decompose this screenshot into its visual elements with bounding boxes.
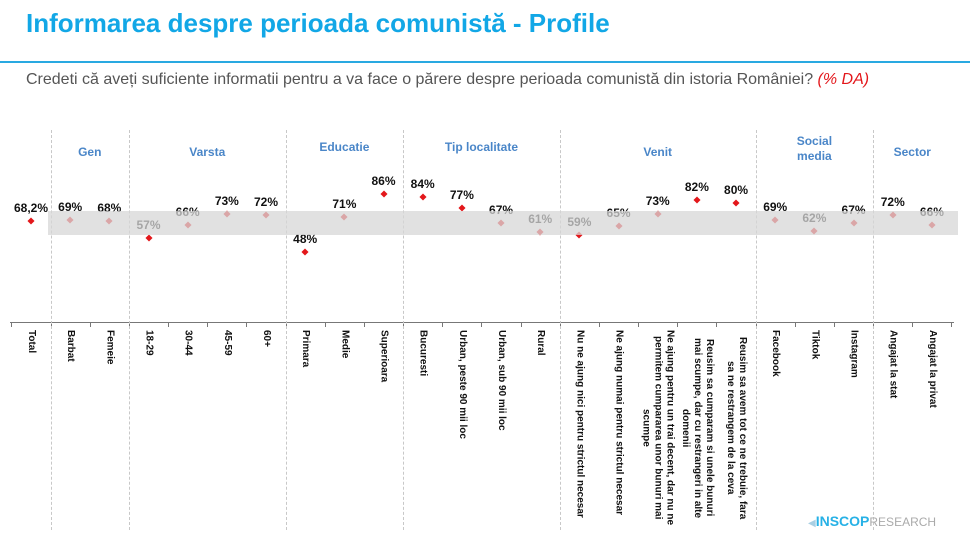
- data-point: [301, 248, 309, 256]
- axis-tick: [11, 322, 13, 327]
- axis-tick: [912, 322, 914, 327]
- category-label: Facebook: [770, 330, 782, 377]
- category-label: Femeie: [104, 330, 116, 365]
- data-label: 80%: [724, 183, 749, 198]
- category-label: Nu ne ajung nici pentru strictul necesar: [574, 330, 586, 518]
- axis-tick: [716, 322, 718, 327]
- data-label: 73%: [645, 193, 670, 208]
- data-label: 68,2%: [13, 201, 49, 216]
- axis-tick: [324, 322, 326, 327]
- group-separator: [50, 130, 52, 530]
- category-label: Instagram: [848, 330, 860, 378]
- data-label: 69%: [58, 199, 83, 214]
- category-label: Tiktok: [809, 330, 821, 360]
- category-label: Barbat: [65, 330, 77, 362]
- data-label: 69%: [763, 199, 788, 214]
- group-separator: [285, 130, 287, 530]
- category-label: Total: [26, 330, 37, 354]
- category-label: Bucuresti: [417, 330, 429, 377]
- category-label: Urban, peste 90 mii loc: [456, 330, 468, 439]
- data-label: 71%: [332, 196, 357, 211]
- group-header: Varsta: [189, 145, 226, 159]
- category-label: Reusim sa cumparam si unele bunuri mai s…: [679, 337, 715, 519]
- group-header: Venit: [643, 145, 673, 159]
- category-label: Urban, sub 90 mii loc: [496, 330, 508, 431]
- group-separator: [403, 130, 405, 530]
- axis-tick: [794, 322, 796, 327]
- data-point: [419, 193, 427, 201]
- data-label: 86%: [371, 174, 396, 188]
- group-header: Gen: [78, 145, 102, 159]
- axis-tick: [677, 322, 679, 327]
- category-label: Primara: [300, 330, 312, 368]
- group-header: Tip localitate: [444, 140, 519, 154]
- category-label: 30-44: [182, 330, 194, 356]
- axis-tick: [363, 322, 365, 327]
- logo: ◀INSCOPRESEARCH: [808, 513, 937, 529]
- group-header: Educatie: [319, 140, 370, 154]
- axis-tick: [481, 322, 483, 327]
- question-unit: (% DA): [817, 71, 870, 88]
- category-label: Reusim sa avem tot ce ne trebuie, fara s…: [725, 336, 749, 520]
- data-point: [379, 190, 388, 198]
- axis-tick: [246, 322, 248, 327]
- category-label: Superioara: [378, 330, 390, 383]
- category-label: Medie: [339, 330, 351, 359]
- axis-tick: [168, 322, 170, 327]
- axis-tick: [442, 322, 444, 327]
- category-label: Angajat la stat: [887, 330, 899, 399]
- data-point: [693, 196, 701, 204]
- category-label: Rural: [535, 330, 547, 356]
- data-label: 48%: [293, 231, 318, 246]
- group-separator: [559, 130, 561, 530]
- category-label: Ne ajung pentru un trai decent, dar nu n…: [640, 330, 676, 526]
- category-label: 60+: [261, 330, 273, 347]
- data-label: 73%: [214, 193, 239, 208]
- axis-tick: [520, 322, 522, 327]
- question-text: Credeti că aveți suficiente informatii p…: [26, 70, 926, 90]
- category-label: Ne ajung numai pentru strictul necesar: [613, 330, 625, 516]
- data-label: 72%: [880, 195, 905, 210]
- axis-tick: [951, 322, 953, 327]
- data-label: 82%: [684, 180, 709, 195]
- group-header: Sector: [893, 145, 931, 159]
- question: Credeti că aveți suficiente informatii p…: [26, 71, 814, 88]
- group-separator: [755, 130, 757, 530]
- logo-icon: ◀: [808, 518, 816, 529]
- axis-tick: [89, 322, 91, 327]
- data-point: [27, 217, 35, 225]
- axis-tick: [638, 322, 640, 327]
- group-header: Social media: [796, 134, 833, 163]
- average-band: [48, 211, 958, 235]
- category-label: 18-29: [143, 330, 155, 356]
- category-label: Angajat la privat: [926, 330, 938, 408]
- axis-tick: [598, 322, 600, 327]
- title-divider: [0, 61, 970, 63]
- group-separator: [128, 130, 130, 530]
- category-label: 45-59: [221, 330, 233, 356]
- page-title: Informarea despre perioada comunistă - P…: [26, 8, 610, 38]
- data-point: [732, 199, 740, 207]
- axis-tick: [207, 322, 209, 327]
- group-separator: [873, 130, 875, 530]
- data-label: 77%: [449, 187, 474, 202]
- data-label: 72%: [254, 195, 279, 210]
- axis-tick: [833, 322, 835, 327]
- data-point: [144, 234, 153, 242]
- data-label: 84%: [410, 177, 435, 192]
